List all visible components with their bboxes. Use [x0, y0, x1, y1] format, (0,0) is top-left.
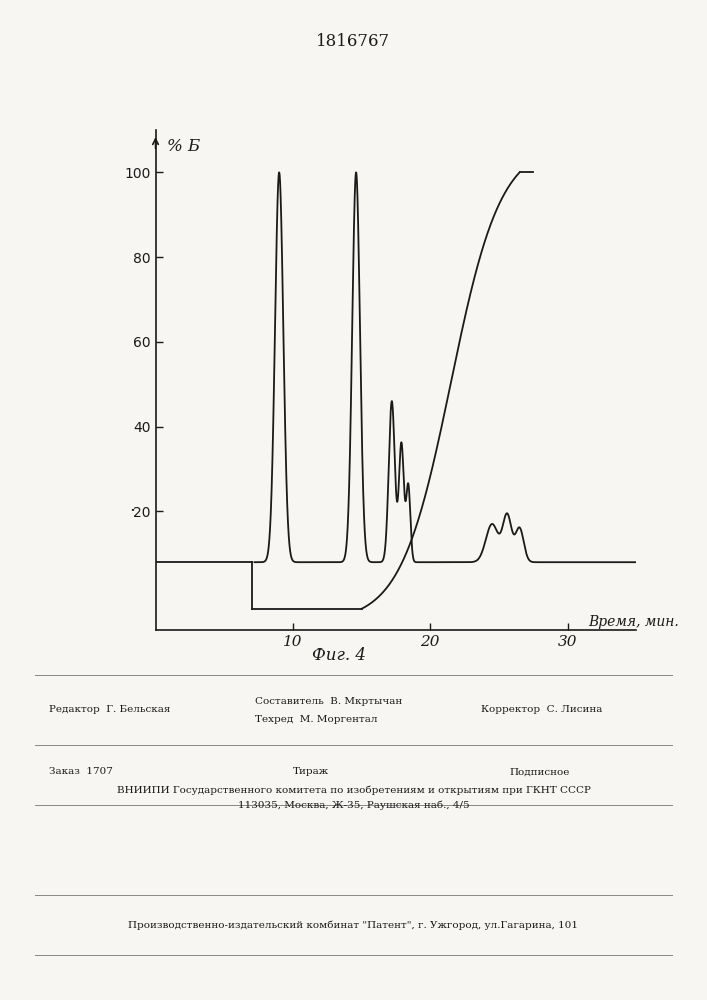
- Text: Тираж: Тираж: [293, 768, 329, 776]
- Text: Техред  М. Моргентал: Техред М. Моргентал: [255, 716, 377, 724]
- Text: Корректор  С. Лисина: Корректор С. Лисина: [481, 706, 602, 714]
- Text: ·: ·: [129, 502, 135, 520]
- Text: ВНИИПИ Государственного комитета по изобретениям и открытиям при ГКНТ СССР: ВНИИПИ Государственного комитета по изоб…: [117, 785, 590, 795]
- Text: Заказ  1707: Заказ 1707: [49, 768, 113, 776]
- Text: % Б: % Б: [167, 138, 200, 155]
- Text: 1816767: 1816767: [317, 33, 390, 50]
- Text: Редактор  Г. Бельская: Редактор Г. Бельская: [49, 706, 171, 714]
- Text: Фиг. 4: Фиг. 4: [312, 647, 366, 664]
- Text: Подписное: Подписное: [509, 768, 569, 776]
- Text: 113035, Москва, Ж-35, Раушская наб., 4/5: 113035, Москва, Ж-35, Раушская наб., 4/5: [238, 800, 469, 810]
- Text: Производственно-издательский комбинат "Патент", г. Ужгород, ул.Гагарина, 101: Производственно-издательский комбинат "П…: [129, 920, 578, 930]
- Text: Составитель  В. Мкртычан: Составитель В. Мкртычан: [255, 698, 402, 706]
- Text: Время, мин.: Время, мин.: [588, 615, 679, 629]
